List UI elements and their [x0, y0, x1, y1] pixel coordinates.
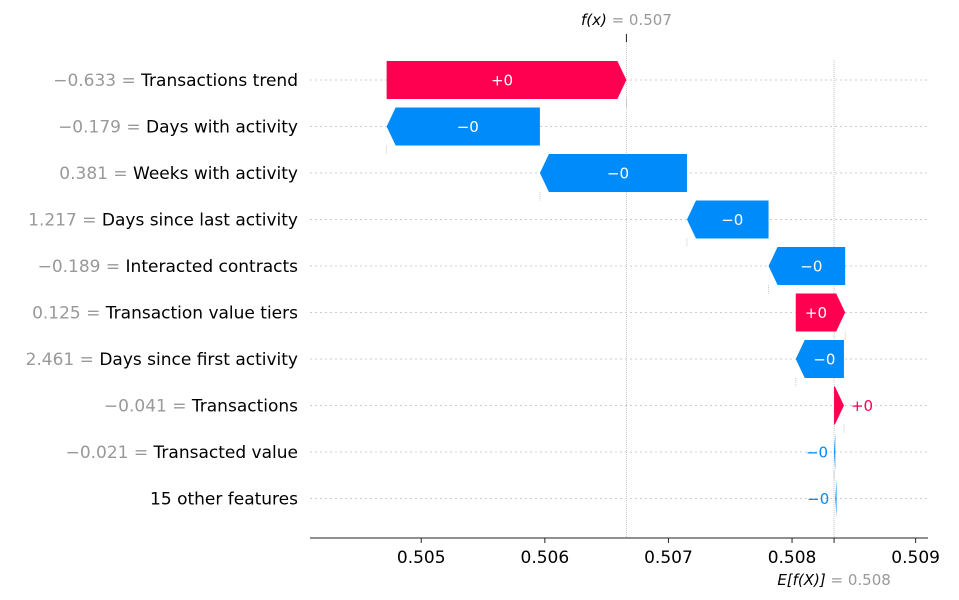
- feature-value: 1.217 =: [28, 211, 102, 231]
- feature-label: −0.021 = Transacted value: [66, 443, 298, 463]
- x-tick-label: 0.509: [891, 548, 940, 568]
- bar-value-label: −0: [721, 211, 743, 229]
- feature-label: 1.217 = Days since last activity: [28, 211, 298, 231]
- fx-value: = 0.507: [612, 11, 672, 29]
- feature-name: Transacted value: [153, 443, 298, 463]
- feature-name: Transactions: [191, 397, 298, 417]
- feature-name: Days since last activity: [102, 211, 298, 231]
- connector-lines: [386, 99, 846, 480]
- waterfall-bar: [835, 479, 837, 518]
- feature-value: 0.381 =: [59, 164, 133, 184]
- efx-label: E[f(X)] = 0.508: [777, 571, 891, 589]
- fx-symbol: f(x): [581, 11, 612, 29]
- waterfall-bar: [386, 107, 540, 146]
- waterfall-bar: [795, 340, 844, 378]
- feature-value: −0.633 =: [53, 71, 141, 91]
- efx-symbol: E[f(X)]: [777, 571, 830, 589]
- feature-name: Transaction value tiers: [105, 304, 298, 324]
- feature-value: −0.021 =: [66, 443, 154, 463]
- x-tick-label: 0.505: [397, 548, 446, 568]
- feature-name: Weeks with activity: [133, 164, 298, 184]
- bar-value-label: −0: [607, 165, 629, 183]
- bar-value-label: +0: [491, 72, 513, 90]
- bar-value-label: −0: [800, 258, 822, 276]
- bar-value-label: −0: [806, 444, 828, 462]
- bar-value-label: −0: [813, 351, 835, 369]
- feature-name: 15 other features: [150, 490, 298, 510]
- waterfall-bar: [539, 154, 687, 192]
- bar-value-label: +0: [851, 397, 873, 415]
- bars: +0 −0 −0 −0 −0 +0 −0 +0 −0 −0: [386, 61, 873, 518]
- feature-value: −0.179 =: [58, 118, 146, 138]
- waterfall-bar: [834, 386, 844, 425]
- efx-value: = 0.508: [831, 571, 891, 589]
- feature-label: 0.381 = Weeks with activity: [59, 164, 298, 184]
- feature-label: 15 other features: [150, 490, 298, 510]
- feature-value: 0.125 =: [32, 304, 106, 324]
- x-tick-label: 0.506: [521, 548, 570, 568]
- feature-value: −0.041 =: [104, 397, 192, 417]
- feature-label: −0.633 = Transactions trend: [53, 71, 298, 91]
- x-tick-label: 0.507: [644, 548, 693, 568]
- feature-label: 2.461 = Days since first activity: [26, 350, 298, 370]
- waterfall-bar: [386, 61, 627, 99]
- waterfall-bar: [834, 433, 836, 471]
- x-axis: 0.505 0.506 0.507 0.508 0.509: [310, 537, 940, 568]
- fx-annotation: f(x) = 0.507 E[f(X)] = 0.508: [581, 11, 891, 589]
- feature-name: Transactions trend: [140, 71, 298, 91]
- x-tick-label: 0.508: [768, 548, 817, 568]
- feature-name: Interacted contracts: [126, 257, 299, 277]
- feature-label: −0.179 = Days with activity: [58, 118, 298, 138]
- feature-value: −0.189 =: [38, 257, 126, 277]
- bar-value-label: −0: [457, 118, 479, 136]
- feature-value: 2.461 =: [26, 350, 100, 370]
- feature-labels: −0.633 = Transactions trend −0.179 = Days…: [26, 71, 299, 510]
- feature-name: Days since first activity: [99, 350, 298, 370]
- feature-label: −0.041 = Transactions: [104, 397, 298, 417]
- waterfall-bar: [686, 200, 769, 239]
- waterfall-bar: [768, 247, 846, 285]
- waterfall-bar: [795, 293, 846, 332]
- feature-label: 0.125 = Transaction value tiers: [32, 304, 298, 324]
- feature-label: −0.189 = Interacted contracts: [38, 257, 299, 277]
- fx-label: f(x) = 0.507: [581, 11, 672, 29]
- bar-value-label: −0: [807, 490, 829, 508]
- feature-name: Days with activity: [146, 118, 298, 138]
- bar-value-label: +0: [805, 304, 827, 322]
